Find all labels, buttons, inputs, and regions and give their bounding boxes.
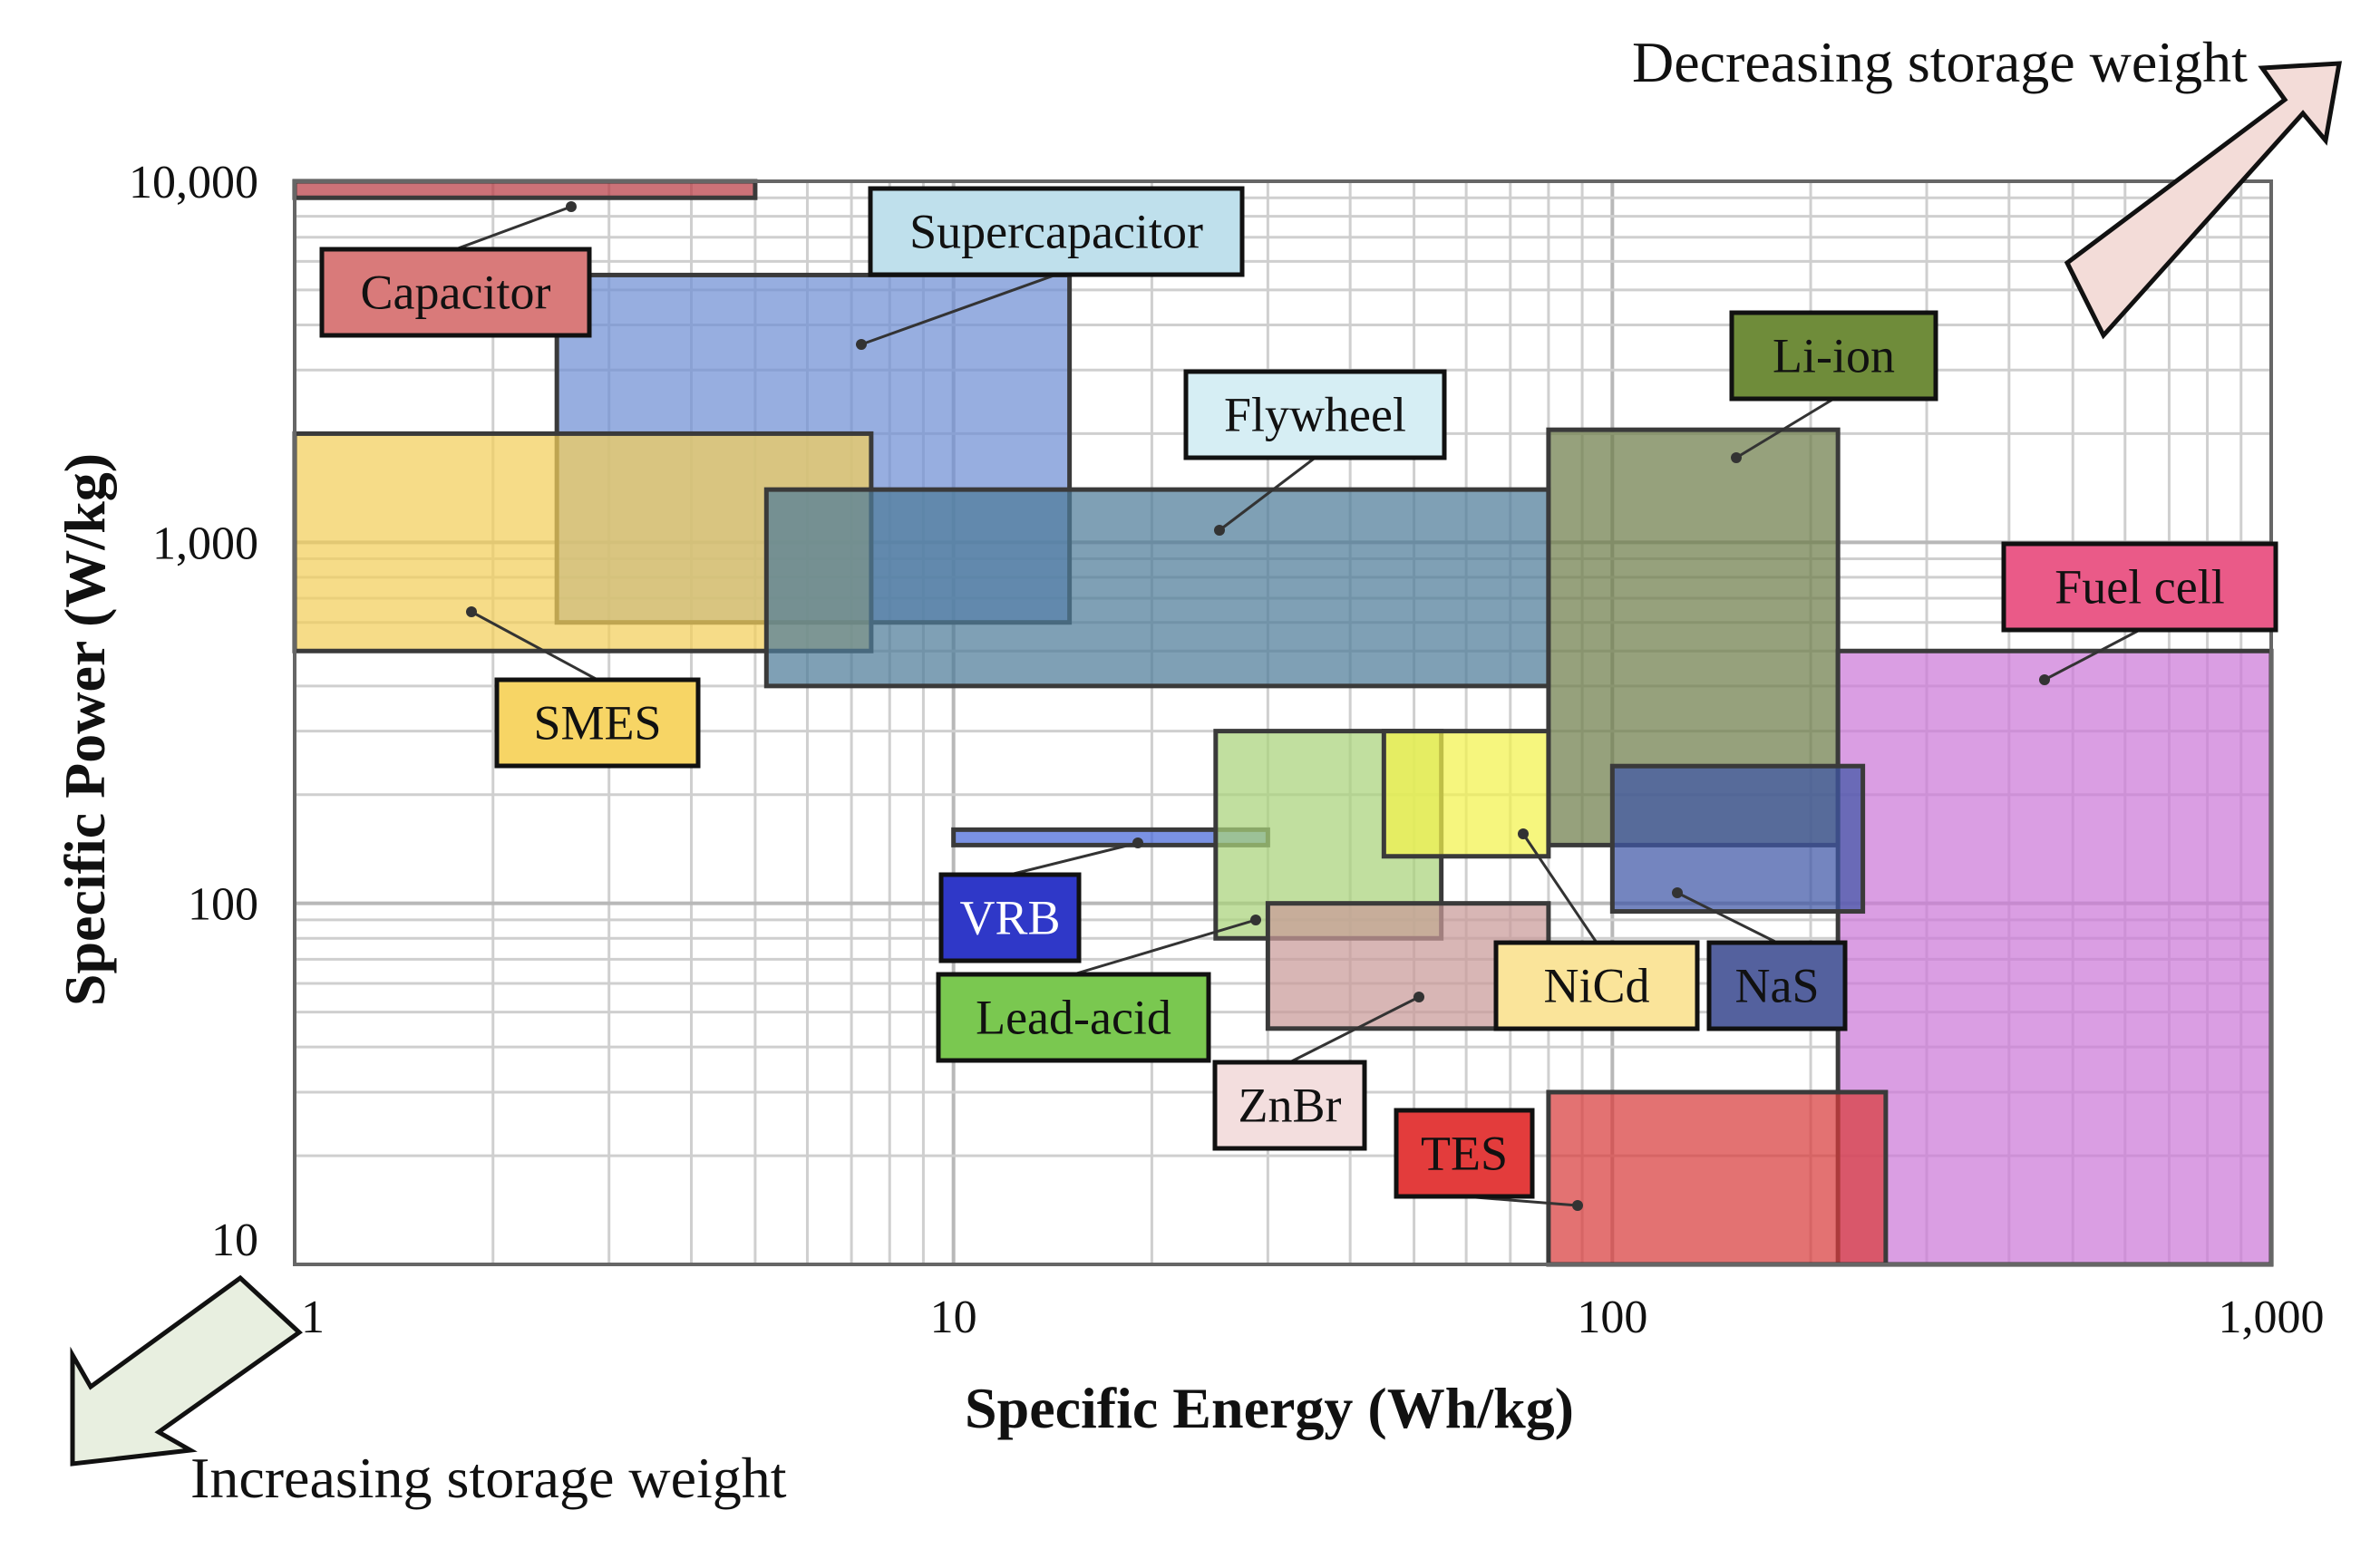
y-tick-label: 1,000 [152, 518, 258, 569]
label-nas: NaS [1735, 959, 1820, 1013]
leader-line-nicd [1521, 833, 1598, 944]
range-box-tes [1546, 1089, 1889, 1267]
leader-dot-supercapacitor [856, 339, 867, 350]
x-tick-label: 1 [301, 1292, 325, 1343]
leader-line-supercapacitor [860, 273, 1057, 346]
label-box-smes [494, 677, 701, 769]
label-box-tes [1394, 1108, 1535, 1199]
leader-dot-li-ion [1731, 452, 1742, 463]
label-fuel-cell: Fuel cell [2055, 560, 2224, 615]
leader-dot-capacitor [566, 201, 577, 212]
range-box-flywheel [763, 487, 1551, 689]
top-right-annotation: Decreasing storage weight [1632, 30, 2248, 94]
label-znbr: ZnBr [1239, 1079, 1342, 1133]
label-box-flywheel [1183, 369, 1447, 460]
y-tick-label: 100 [188, 879, 258, 931]
label-smes: SMES [533, 696, 661, 750]
leader-line-capacitor [454, 205, 572, 251]
leader-dot-lead-acid [1250, 915, 1261, 925]
y-axis-title: Specific Power (W/kg) [53, 453, 117, 1006]
leader-line-nas [1676, 891, 1778, 944]
y-tick-label: 10,000 [129, 157, 258, 208]
leader-dot-znbr [1413, 992, 1424, 1002]
plot-frame [293, 179, 2273, 1266]
leader-line-flywheel [1219, 456, 1316, 532]
label-box-capacitor [319, 247, 592, 338]
label-lead-acid: Lead-acid [976, 991, 1171, 1045]
leader-dot-nas [1672, 887, 1683, 898]
y-tick-label: 10 [211, 1215, 258, 1266]
leader-line-smes [471, 610, 598, 682]
label-flywheel: Flywheel [1224, 388, 1406, 442]
technology-labels: Capacitor Supercapacitor SMES Flywheel Li-io… [319, 186, 2278, 1211]
axis-ticks: 1 10 100 1,000 10 100 1,000 10,000 [129, 157, 2325, 1343]
label-nicd: NiCd [1543, 959, 1649, 1013]
leader-dot-smes [466, 606, 477, 617]
leader-line-vrb [1009, 841, 1139, 876]
label-capacitor: Capacitor [361, 266, 551, 320]
leader-dot-fuel-cell [2039, 674, 2050, 685]
label-box-supercapacitor [868, 186, 1245, 277]
label-tes: TES [1421, 1127, 1508, 1181]
leader-dot-flywheel [1214, 525, 1225, 536]
leader-dot-nicd [1518, 828, 1529, 839]
arrow-up-right-icon [2064, 61, 2343, 340]
label-li-ion: Li-ion [1773, 329, 1895, 383]
arrow-down-left-icon [70, 1274, 303, 1467]
label-box-nas [1706, 940, 1848, 1031]
label-box-vrb [938, 872, 1082, 963]
range-box-fuel-cell [1835, 648, 2274, 1267]
label-box-znbr [1212, 1060, 1367, 1151]
label-vrb: VRB [959, 891, 1060, 945]
leader-line-znbr [1288, 995, 1420, 1064]
x-tick-label: 1,000 [2219, 1292, 2325, 1343]
x-tick-label: 10 [930, 1292, 977, 1343]
leader-dot-vrb [1132, 837, 1143, 848]
x-axis-title: Specific Energy (Wh/kg) [965, 1376, 1574, 1440]
leader-line-fuel-cell [2044, 628, 2141, 682]
label-supercapacitor: Supercapacitor [909, 205, 1203, 259]
range-box-nas [1609, 763, 1866, 915]
x-tick-label: 100 [1577, 1292, 1647, 1343]
leader-line-li-ion [1735, 397, 1835, 460]
storage-ranges [292, 179, 2274, 1267]
leader-dot-tes [1572, 1200, 1583, 1211]
label-box-nicd [1493, 940, 1700, 1031]
label-box-lead-acid [936, 972, 1211, 1063]
range-box-capacitor [292, 179, 758, 200]
label-box-li-ion [1729, 310, 1938, 402]
bottom-left-annotation: Increasing storage weight [190, 1446, 787, 1510]
leader-line-lead-acid [1073, 918, 1257, 976]
label-box-fuel-cell [2001, 541, 2278, 633]
